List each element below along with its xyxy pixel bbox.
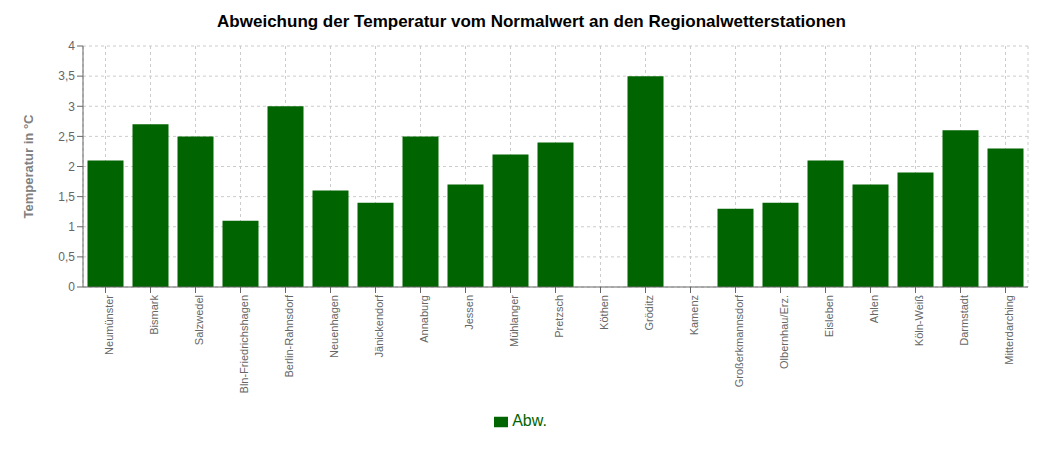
svg-text:Bismark: Bismark [148,295,160,335]
svg-text:Temperatur in °C: Temperatur in °C [21,114,36,219]
svg-text:3,5: 3,5 [58,69,75,83]
svg-text:Großerkmannsdorf: Großerkmannsdorf [733,294,745,387]
svg-text:Köthen: Köthen [598,295,610,330]
svg-text:Darmstadt: Darmstadt [958,295,970,346]
svg-text:Bln-Friedrichshagen: Bln-Friedrichshagen [238,295,250,393]
svg-text:Mitterdarching: Mitterdarching [1003,295,1015,365]
svg-text:0,5: 0,5 [58,250,75,264]
svg-text:Neumünster: Neumünster [103,295,115,355]
svg-text:Annaburg: Annaburg [418,295,430,343]
svg-text:2,5: 2,5 [58,130,75,144]
svg-text:Köln-Weiß: Köln-Weiß [913,295,925,346]
svg-text:Kamenz: Kamenz [688,295,700,335]
svg-text:1,5: 1,5 [58,190,75,204]
svg-text:Mühlanger: Mühlanger [508,295,520,347]
svg-text:Salzwedel: Salzwedel [193,295,205,345]
svg-text:Eisleben: Eisleben [823,295,835,337]
svg-text:2: 2 [68,160,75,174]
svg-text:Jessen: Jessen [463,295,475,330]
svg-text:0: 0 [68,280,75,294]
svg-text:Berlin-Rahnsdorf: Berlin-Rahnsdorf [283,294,295,377]
svg-text:Neuenhagen: Neuenhagen [328,295,340,358]
svg-text:4: 4 [68,39,75,53]
svg-text:Pretzsch: Pretzsch [553,295,565,338]
svg-text:Olbernhau/Erz.: Olbernhau/Erz. [778,295,790,369]
svg-text:3: 3 [68,100,75,114]
svg-text:Gröditz: Gröditz [643,295,655,330]
html-text:Abw.: Abw. [512,412,547,429]
svg-text:Jänickendorf: Jänickendorf [373,294,385,357]
html-text:Abweichung der Temperatur vom: Abweichung der Temperatur vom Normalwert… [217,12,846,31]
svg-text:Ahlen: Ahlen [868,295,880,323]
svg-text:1: 1 [68,220,75,234]
